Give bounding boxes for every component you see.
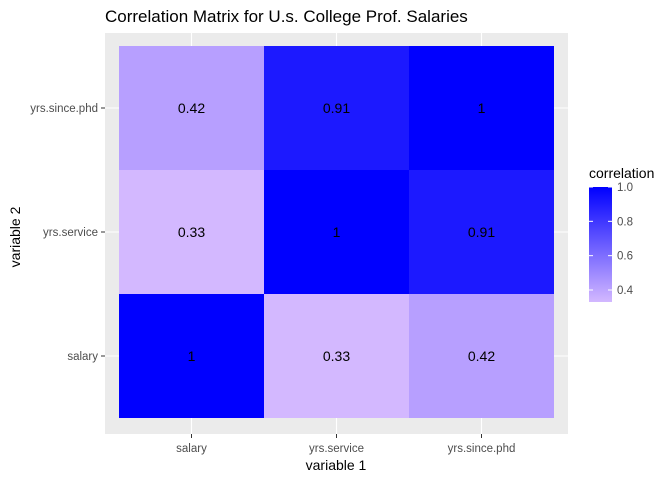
- cell-value-label: 1: [333, 224, 341, 240]
- cell-value-label: 0.42: [178, 100, 205, 116]
- cell-labels: 1 0.33 0.42 0.33 1 0.91 0.42 0.91 1: [178, 100, 495, 364]
- legend-tick-label: 1.0: [617, 182, 633, 194]
- x-axis-title: variable 1: [306, 457, 367, 473]
- heatmap-cell: [119, 170, 264, 294]
- y-tick-label: yrs.since.phd: [30, 103, 98, 115]
- heatmap-cell: [119, 46, 264, 170]
- legend-title: correlation: [589, 165, 654, 181]
- y-tick-label: salary: [67, 351, 98, 363]
- cell-value-label: 0.91: [468, 224, 495, 240]
- legend-tick-label: 0.4: [617, 285, 634, 297]
- x-tick-label: yrs.since.phd: [448, 443, 516, 455]
- heatmap-cell: [119, 294, 264, 418]
- legend-colorbar: [589, 187, 612, 302]
- y-axis-ticks: salary yrs.service yrs.since.phd: [30, 103, 105, 363]
- heatmap-cell: [409, 294, 554, 418]
- heatmap-cell: [264, 170, 409, 294]
- y-axis-title: variable 2: [7, 206, 23, 267]
- legend-tick-label: 0.8: [617, 216, 633, 228]
- heatmap-cell: [264, 294, 409, 418]
- x-tick-label: yrs.service: [309, 443, 364, 455]
- heatmap-cells: [119, 46, 554, 418]
- legend-tick-label: 0.6: [617, 251, 633, 263]
- x-tick-label: salary: [176, 443, 207, 455]
- cell-value-label: 0.91: [323, 100, 350, 116]
- cell-value-label: 0.42: [468, 348, 495, 364]
- heatmap-cell: [264, 46, 409, 170]
- cell-value-label: 0.33: [178, 224, 205, 240]
- cell-value-label: 1: [478, 100, 486, 116]
- x-axis-ticks: salary yrs.service yrs.since.phd: [176, 434, 515, 455]
- heatmap-cell: [409, 46, 554, 170]
- heatmap-cell: [409, 170, 554, 294]
- color-legend: correlation 1.0 0.8 0.6 0.4: [589, 165, 654, 302]
- cell-value-label: 1: [188, 348, 196, 364]
- cell-value-label: 0.33: [323, 348, 350, 364]
- chart-title: Correlation Matrix for U.s. College Prof…: [105, 7, 468, 26]
- y-tick-label: yrs.service: [43, 227, 98, 239]
